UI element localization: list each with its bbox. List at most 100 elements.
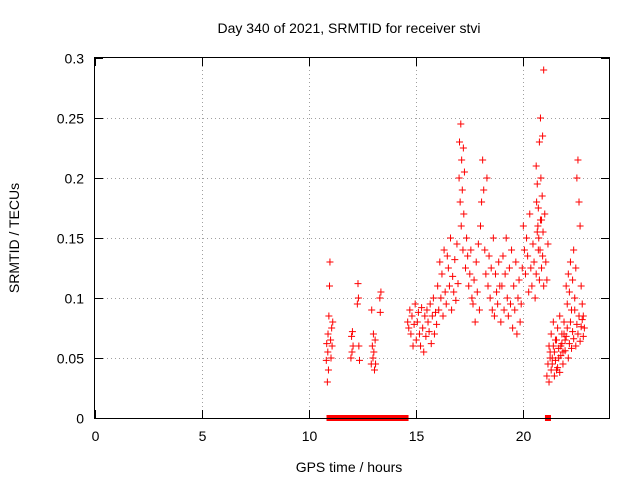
data-point [433, 320, 441, 328]
data-point [569, 328, 577, 336]
data-point [328, 342, 336, 350]
data-point [480, 186, 488, 194]
data-point [483, 174, 491, 182]
data-point [413, 318, 421, 326]
data-point [577, 323, 585, 331]
data-point [354, 280, 362, 288]
chart-title: Day 340 of 2021, SRMTID for receiver stv… [218, 20, 481, 36]
data-point [566, 258, 574, 266]
data-point [534, 222, 542, 230]
data-point [510, 282, 518, 290]
data-point [404, 318, 412, 326]
data-point [533, 198, 541, 206]
data-point [561, 347, 569, 355]
data-point [503, 294, 511, 302]
data-point [562, 282, 570, 290]
data-point [532, 162, 540, 170]
data-point [409, 342, 417, 350]
data-point [545, 378, 553, 386]
data-point [470, 276, 478, 284]
data-point [325, 312, 333, 320]
data-point [438, 270, 446, 278]
data-point [558, 340, 566, 348]
data-point [506, 300, 514, 308]
data-point [549, 318, 557, 326]
data-point [348, 332, 356, 340]
y-tick-label: 0.05 [57, 351, 84, 367]
data-point [452, 296, 460, 304]
data-point [457, 222, 465, 230]
data-point [571, 294, 579, 302]
data-point [369, 330, 377, 338]
data-point [466, 270, 474, 278]
data-point [370, 366, 378, 374]
data-point [406, 306, 414, 314]
y-tick-label: 0.2 [65, 171, 85, 187]
data-point [524, 252, 532, 260]
data-point [473, 288, 481, 296]
grid-layer [95, 58, 609, 418]
data-point [484, 282, 492, 290]
data-point [324, 366, 332, 374]
data-point [534, 204, 542, 212]
axis-ticks: 0 0.05 0.1 0.15 0.2 0.25 0.3 0 5 10 15 20 [57, 51, 609, 444]
data-point [531, 294, 539, 302]
data-point [459, 246, 467, 254]
data-point [539, 252, 547, 260]
data-point [518, 264, 526, 272]
plot-frame [94, 57, 610, 419]
data-point [422, 332, 430, 340]
y-tick-label: 0.15 [57, 231, 84, 247]
data-point [543, 372, 551, 380]
data-point [355, 356, 363, 364]
data-point [329, 318, 337, 326]
data-point [560, 318, 568, 326]
data-point [517, 300, 525, 308]
data-point [515, 276, 523, 284]
data-point [353, 300, 361, 308]
data-point [566, 318, 574, 326]
data-point [577, 282, 585, 290]
data-point [536, 246, 544, 254]
data-point [529, 240, 537, 248]
data-point [326, 258, 334, 266]
data-point [500, 306, 508, 314]
data-point [540, 282, 548, 290]
data-point [368, 306, 376, 314]
data-point [561, 336, 569, 344]
data-point [569, 276, 577, 284]
data-point [487, 264, 495, 272]
data-point [467, 246, 475, 254]
data-point [489, 234, 497, 242]
data-point [541, 210, 549, 218]
data-point [488, 306, 496, 314]
data-point [460, 210, 468, 218]
data-point [575, 198, 583, 206]
data-point [469, 300, 477, 308]
data-point [576, 337, 584, 345]
data-point [528, 282, 536, 290]
data-point [556, 312, 564, 320]
data-point [468, 294, 476, 302]
data-point [435, 306, 443, 314]
data-point [549, 342, 557, 350]
data-point [521, 270, 529, 278]
data-point [544, 240, 552, 248]
data-point [554, 324, 562, 332]
data-point [495, 258, 503, 266]
data-point [354, 294, 362, 302]
data-point [460, 168, 468, 176]
data-point [539, 132, 547, 140]
data-point [463, 234, 471, 242]
data-point [451, 256, 459, 264]
data-point [539, 228, 547, 236]
data-point [456, 198, 464, 206]
data-point [368, 342, 376, 350]
data-point [493, 288, 501, 296]
data-point [417, 342, 425, 350]
data-point [418, 304, 426, 312]
data-point [372, 360, 380, 368]
data-point [535, 138, 543, 146]
data-point [426, 300, 434, 308]
